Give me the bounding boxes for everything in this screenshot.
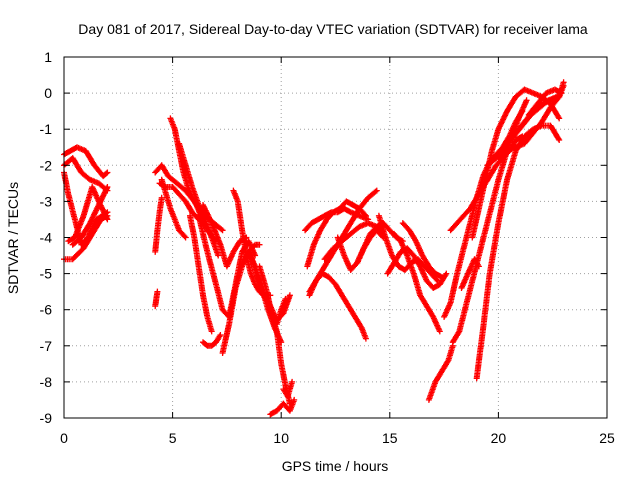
series-arc-37 (425, 342, 456, 403)
y-tick-label: -4 (40, 230, 53, 246)
x-tick-label: 25 (599, 430, 615, 446)
series-arc-34 (384, 245, 450, 291)
series-arc-17 (200, 332, 224, 349)
series-arc-06 (69, 184, 111, 248)
axis-ticks (63, 56, 608, 419)
series-points (200, 202, 250, 270)
series-arc-19 (230, 187, 274, 299)
y-tick-label: -9 (40, 410, 53, 426)
series-points (158, 176, 189, 241)
x-tick-label: 0 (60, 430, 68, 446)
series-arc-14 (187, 212, 215, 335)
y-tick-label: 1 (44, 49, 52, 65)
y-tick-label: -5 (40, 266, 53, 282)
y-axis-label: SDTVAR / TECUs (5, 182, 21, 294)
data-points (61, 79, 567, 418)
series-arc-47 (525, 86, 565, 118)
series-points (187, 212, 215, 335)
series-points (267, 396, 298, 418)
series-arc-08 (152, 194, 165, 255)
y-tick-label: -1 (40, 121, 53, 137)
series-points (384, 245, 450, 291)
series-points (399, 220, 445, 281)
x-tick-label: 20 (491, 430, 507, 446)
series-points (280, 378, 296, 400)
y-tick-label: -8 (40, 374, 53, 390)
series-points (200, 332, 224, 349)
y-tick-label: -2 (40, 157, 53, 173)
series-arc-36 (399, 220, 445, 281)
series-points (525, 86, 565, 118)
series-arc-35 (391, 230, 443, 335)
series-points (458, 256, 482, 291)
series-arc-11 (158, 176, 189, 241)
y-tick-label: 0 (44, 85, 52, 101)
series-arc-29 (306, 270, 369, 342)
y-tick-label: -7 (40, 338, 53, 354)
series-points (391, 230, 443, 335)
series-arc-07 (152, 288, 161, 310)
series-points (425, 342, 456, 403)
x-tick-label: 15 (382, 430, 398, 446)
y-tick-labels: 1 0 -1 -2 -3 -4 -5 -6 -7 -8 -9 (40, 49, 53, 426)
x-tick-labels: 0 5 10 15 20 25 (60, 430, 615, 446)
series-points (152, 194, 165, 255)
series-arc-25 (280, 378, 296, 400)
series-arc-16 (200, 202, 250, 270)
series-arc-24 (267, 396, 298, 418)
series-points (306, 270, 369, 342)
x-tick-label: 10 (273, 430, 289, 446)
y-tick-label: -3 (40, 193, 53, 209)
x-axis-label: GPS time / hours (282, 458, 389, 474)
series-points (69, 184, 111, 248)
series-points (230, 187, 274, 299)
x-tick-label: 5 (169, 430, 177, 446)
series-arc-41 (458, 256, 482, 291)
y-tick-label: -6 (40, 302, 53, 318)
chart-title: Day 081 of 2017, Sidereal Day-to-day VTE… (78, 21, 588, 37)
series-points (152, 288, 161, 310)
